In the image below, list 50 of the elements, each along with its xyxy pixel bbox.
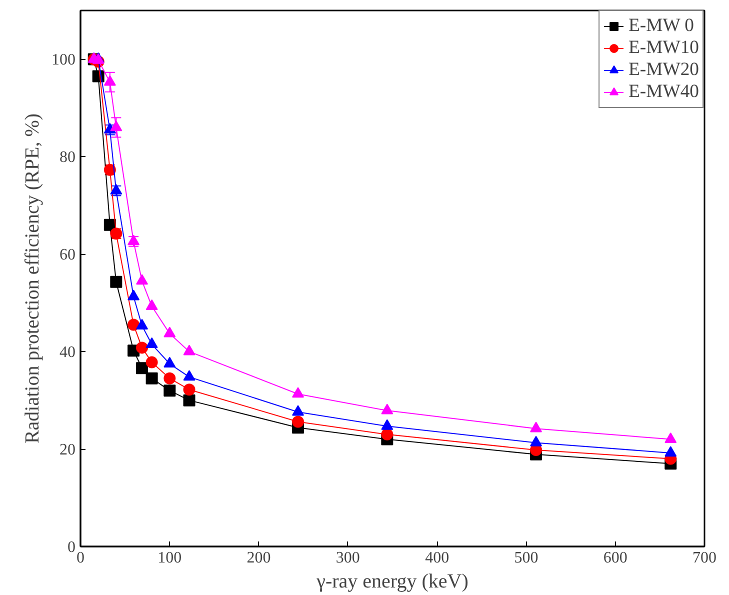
point — [164, 384, 176, 397]
legend-label: E-MW 0 — [628, 15, 694, 37]
y-tick-label: 40 — [60, 344, 76, 362]
x-tick-label: 200 — [246, 550, 271, 566]
point — [136, 342, 148, 354]
point — [664, 446, 677, 457]
point — [183, 344, 196, 356]
point — [664, 432, 677, 443]
legend-label: E-MW10 — [628, 37, 699, 59]
point — [146, 356, 158, 368]
point — [110, 276, 122, 288]
x-tick-label: 300 — [336, 550, 360, 566]
x-tick-label: 600 — [603, 550, 628, 566]
y-tick-label: 100 — [52, 52, 76, 69]
point — [381, 428, 394, 440]
point — [292, 405, 304, 416]
point — [164, 372, 176, 384]
point — [292, 416, 304, 428]
x-axis-title: γ-ray energy (keV) — [316, 570, 468, 592]
x-tick-label: 400 — [425, 550, 450, 566]
point — [136, 362, 148, 374]
point — [183, 384, 196, 396]
point — [381, 404, 394, 414]
legend-label: E-MW40 — [628, 81, 699, 103]
point — [136, 318, 148, 330]
point — [146, 299, 158, 310]
x-tick-label: 700 — [692, 550, 716, 566]
y-tick-label: 60 — [60, 246, 76, 264]
point — [183, 394, 196, 406]
y-tick-label: 0 — [68, 539, 76, 556]
point — [136, 274, 148, 285]
x-tick-label: 500 — [514, 550, 538, 566]
point — [183, 370, 196, 381]
point — [146, 372, 158, 384]
y-tick-label: 20 — [60, 442, 76, 459]
point — [110, 120, 122, 132]
legend-label: E-MW20 — [628, 59, 699, 81]
y-axis-title: Radiation protection efficiency (RPE, %) — [22, 113, 44, 444]
point — [128, 318, 140, 331]
point — [104, 75, 116, 86]
point — [146, 337, 158, 348]
point — [164, 356, 176, 368]
point — [381, 419, 394, 430]
point — [128, 290, 140, 300]
y-tick-label: 80 — [60, 149, 76, 166]
point — [164, 326, 176, 338]
point — [292, 387, 304, 398]
point — [530, 422, 542, 432]
x-tick-label: 100 — [158, 550, 182, 566]
point — [530, 436, 542, 446]
